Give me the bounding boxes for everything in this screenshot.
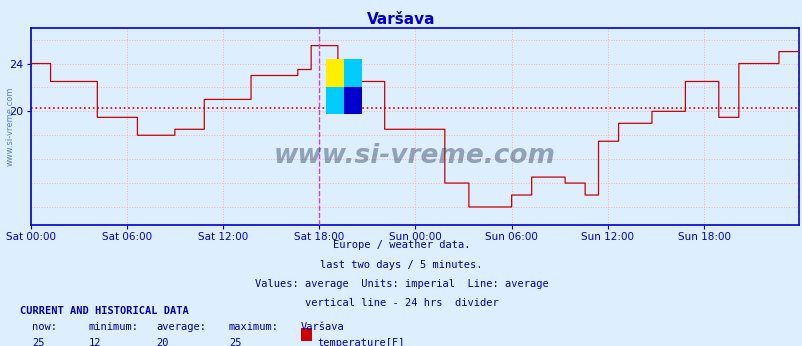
Text: 25: 25 <box>229 338 241 346</box>
Text: last two days / 5 minutes.: last two days / 5 minutes. <box>320 260 482 270</box>
Text: CURRENT AND HISTORICAL DATA: CURRENT AND HISTORICAL DATA <box>20 306 188 316</box>
Text: temperature[F]: temperature[F] <box>317 338 404 346</box>
Text: minimum:: minimum: <box>88 322 138 332</box>
Text: Varšava: Varšava <box>367 12 435 27</box>
Text: Values: average  Units: imperial  Line: average: Values: average Units: imperial Line: av… <box>254 279 548 289</box>
Text: Europe / weather data.: Europe / weather data. <box>332 240 470 251</box>
Text: maximum:: maximum: <box>229 322 278 332</box>
Text: 20: 20 <box>156 338 169 346</box>
Text: 12: 12 <box>88 338 101 346</box>
Text: www.si-vreme.com: www.si-vreme.com <box>6 86 15 166</box>
Text: vertical line - 24 hrs  divider: vertical line - 24 hrs divider <box>304 298 498 308</box>
Text: www.si-vreme.com: www.si-vreme.com <box>273 143 555 169</box>
Text: average:: average: <box>156 322 206 332</box>
Text: now:: now: <box>32 322 57 332</box>
Text: 25: 25 <box>32 338 45 346</box>
Text: Varšava: Varšava <box>301 322 344 332</box>
